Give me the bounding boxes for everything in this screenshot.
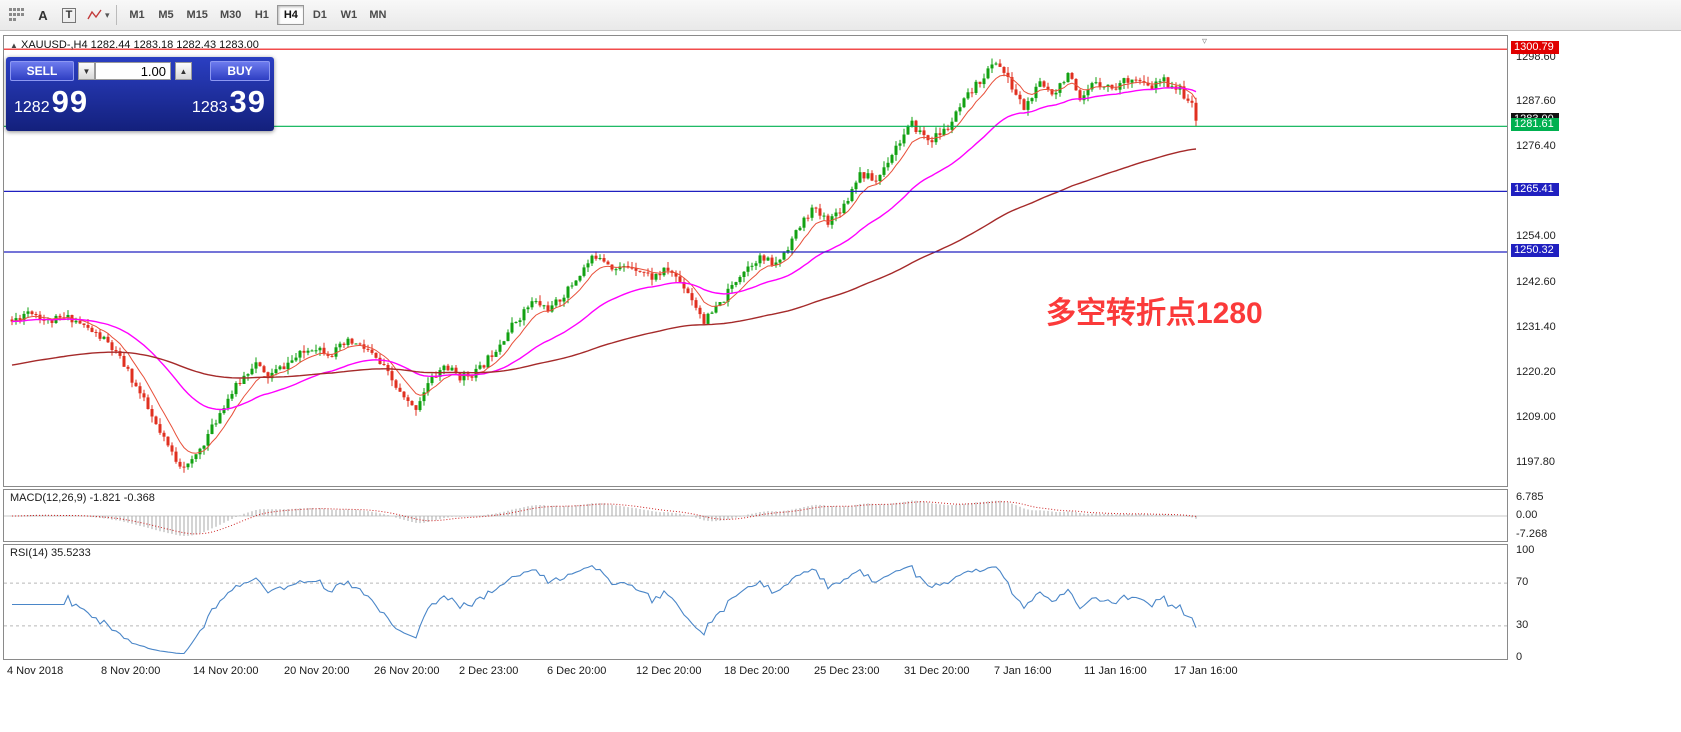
price-axis-label: 1287.60 (1516, 95, 1556, 108)
trade-controls-row: SELL ▼ ▲ BUY (10, 60, 270, 82)
time-label: 4 Nov 2018 (7, 665, 64, 677)
timeframe-m5[interactable]: M5 (158, 9, 174, 21)
price-chart-panel[interactable]: ▲ XAUUSD-,H4 1282.44 1283.18 1282.43 128… (3, 35, 1508, 487)
modules-grid-icon[interactable] (5, 4, 29, 26)
timeframe-group: M1 M5 M15 M30 H1 H4 D1 W1 MN (123, 5, 393, 25)
macd-axis-label: 6.785 (1516, 491, 1544, 504)
time-label: 20 Nov 20:00 (284, 665, 350, 677)
ask-price-big: 39 (229, 84, 266, 119)
chart-annotation: 多空转折点1280 (1046, 297, 1263, 330)
buy-button[interactable]: BUY (210, 61, 270, 81)
time-label: 14 Nov 20:00 (193, 665, 259, 677)
time-label: 25 Dec 23:00 (814, 665, 880, 677)
time-label: 31 Dec 20:00 (904, 665, 970, 677)
rsi-axis-label: 30 (1516, 618, 1529, 631)
rsi-axis-label: 100 (1516, 544, 1535, 556)
macd-axis-label: 0.00 (1516, 509, 1538, 521)
toolbar: A T ▾ M1 M5 M15 M30 H1 H4 D1 W1 MN (0, 0, 1681, 31)
price-tag: 1281.61 (1511, 118, 1559, 132)
price-axis[interactable]: 1298.60 1287.60 1276.40 1254.00 1242.60 1231.… (1510, 35, 1678, 685)
time-label: 18 Dec 20:00 (724, 665, 790, 677)
volume-increase-button[interactable]: ▲ (175, 62, 192, 80)
rsi-panel[interactable]: RSI(14) 35.5233 (3, 544, 1508, 660)
rsi-chart[interactable] (4, 545, 1507, 659)
rsi-axis-label: 0 (1516, 651, 1523, 663)
macd-panel[interactable]: MACD(12,26,9) -1.821 -0.368 (3, 489, 1508, 542)
volume-decrease-button[interactable]: ▼ (78, 62, 95, 80)
font-icon[interactable]: A (38, 7, 48, 23)
time-label: 2 Dec 23:00 (459, 665, 519, 677)
price-tag: 1300.79 (1511, 41, 1559, 55)
macd-label: MACD(12,26,9) -1.821 -0.368 (10, 492, 155, 504)
text-label-glyph: T (61, 7, 77, 23)
time-label: 26 Nov 20:00 (374, 665, 440, 677)
price-axis-label: 1276.40 (1516, 140, 1556, 153)
time-label: 8 Nov 20:00 (101, 665, 161, 677)
timeframe-d1[interactable]: D1 (312, 9, 327, 21)
price-axis-label: 1231.40 (1516, 321, 1556, 333)
timeframe-h1[interactable]: H1 (254, 9, 269, 21)
price-axis-label: 1254.00 (1516, 230, 1556, 243)
price-tag: 1265.41 (1511, 183, 1559, 197)
collapse-arrow-icon[interactable]: ▲ (10, 41, 18, 50)
macd-chart[interactable] (4, 490, 1507, 541)
chart-title-text: XAUUSD-,H4 1282.44 1283.18 1282.43 1283.… (20, 39, 259, 51)
bid-price-big: 99 (51, 84, 89, 119)
chart-shift-icon[interactable]: ▿ (1202, 36, 1208, 47)
timeframe-h4[interactable]: H4 (277, 5, 305, 25)
chart-title: ▲ XAUUSD-,H4 1282.44 1283.18 1282.43 128… (10, 39, 259, 51)
time-axis[interactable]: 4 Nov 2018 8 Nov 20:00 14 Nov 20:00 20 Nov … (3, 662, 1508, 682)
ask-price-small: 1283 (191, 99, 228, 116)
timeframe-mn[interactable]: MN (369, 9, 387, 21)
bid-price-small: 1282 (14, 99, 50, 116)
one-click-trading-panel: SELL ▼ ▲ BUY 1282 99 1283 39 (6, 57, 274, 131)
price-axis-label: 1197.80 (1516, 456, 1555, 468)
toolbar-separator (115, 5, 117, 25)
polyline-dropdown-caret[interactable]: ▾ (105, 9, 110, 20)
time-label: 6 Dec 20:00 (547, 665, 607, 677)
price-tag: 1250.32 (1511, 243, 1559, 257)
timeframe-m15[interactable]: M15 (186, 9, 208, 21)
time-label: 12 Dec 20:00 (636, 665, 702, 677)
sell-button[interactable]: SELL (10, 61, 74, 81)
trade-prices-row: 1282 99 1283 39 (10, 82, 270, 120)
price-axis-label: 1242.60 (1516, 276, 1556, 288)
polyline-icon[interactable] (83, 4, 107, 26)
time-label: 7 Jan 16:00 (994, 665, 1052, 677)
timeframe-m30[interactable]: M30 (219, 9, 242, 21)
timeframe-m1[interactable]: M1 (129, 9, 145, 21)
volume-input[interactable] (95, 62, 171, 80)
rsi-label: RSI(14) 35.5233 (10, 547, 91, 559)
rsi-axis-label: 70 (1516, 576, 1529, 589)
price-axis-label: 1209.00 (1516, 411, 1556, 423)
macd-axis-label: -7.268 (1516, 527, 1548, 540)
text-label-icon[interactable]: T (57, 4, 81, 26)
ask-price: 1283 39 (192, 84, 266, 120)
price-axis-label: 1220.20 (1516, 366, 1556, 378)
time-label: 17 Jan 16:00 (1174, 665, 1238, 677)
time-label: 11 Jan 16:00 (1084, 665, 1147, 677)
bid-price: 1282 99 (14, 84, 88, 120)
timeframe-w1[interactable]: W1 (340, 9, 358, 21)
